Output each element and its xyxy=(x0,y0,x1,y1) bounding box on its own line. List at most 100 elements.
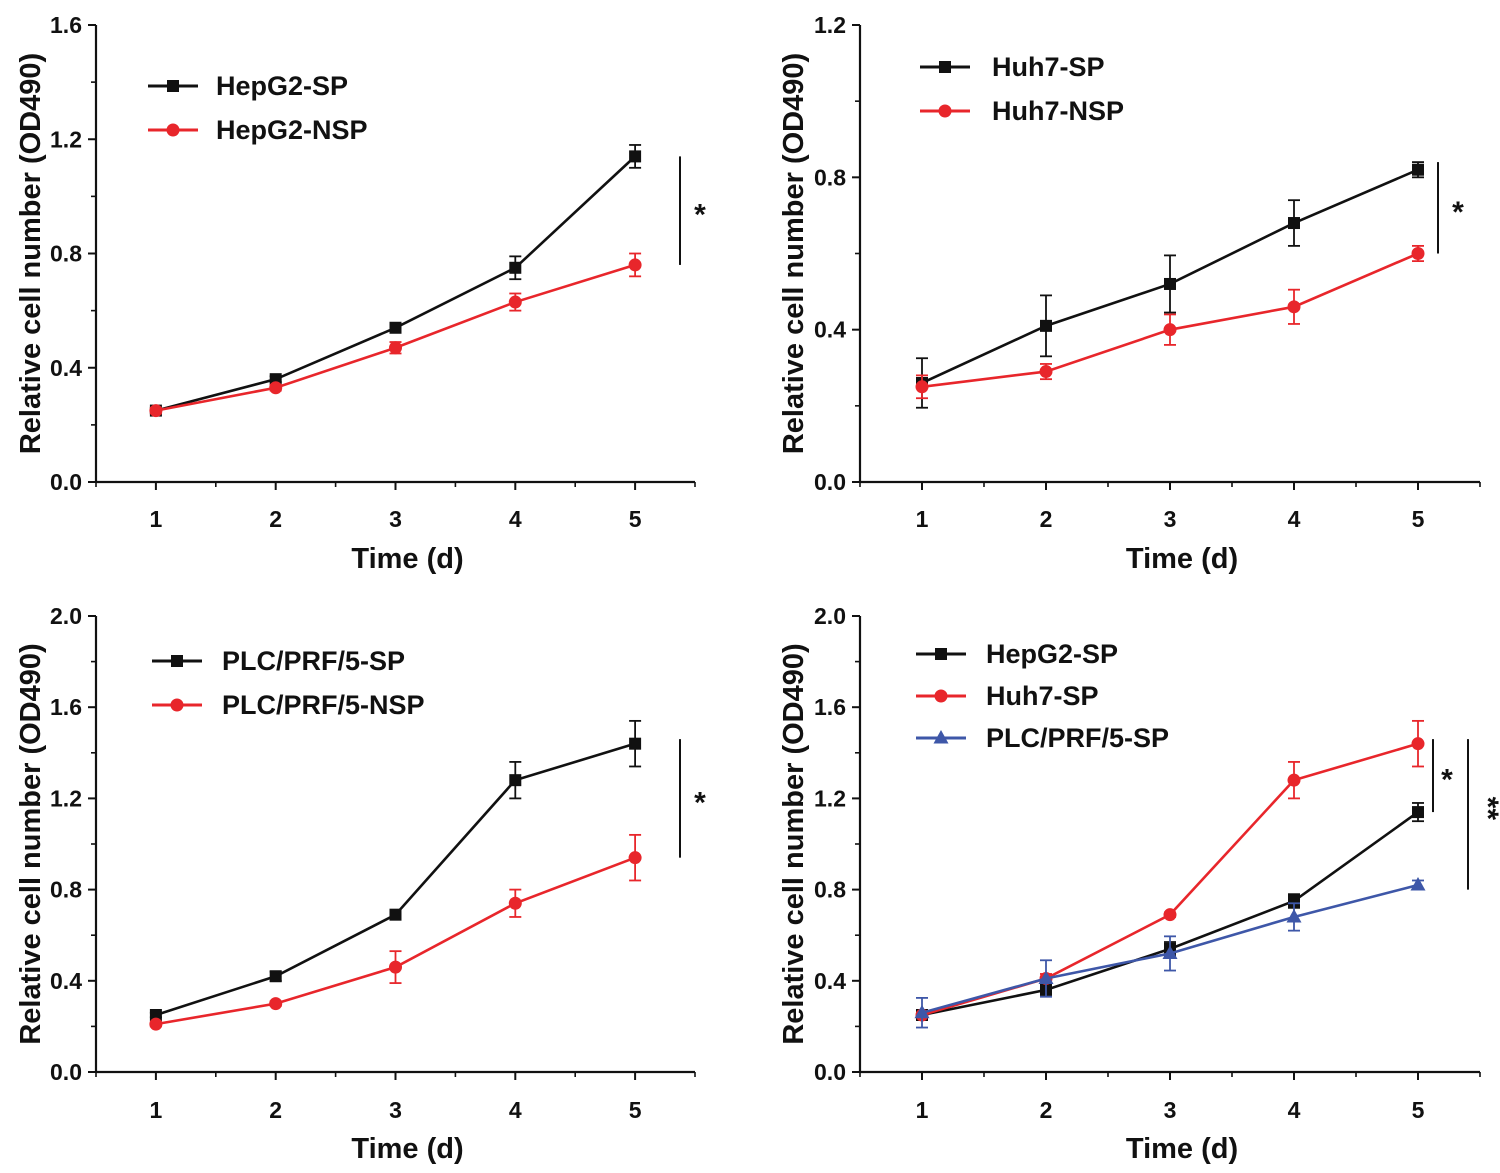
legend-label: HepG2-SP xyxy=(216,71,348,101)
data-point xyxy=(1411,247,1425,260)
x-tick-label: 1 xyxy=(150,1097,163,1123)
data-point xyxy=(508,295,522,309)
data-point xyxy=(629,737,642,750)
y-axis-title: Relative cell number (OD490) xyxy=(778,53,810,454)
data-point xyxy=(629,150,642,163)
data-point xyxy=(1040,319,1052,332)
chart-panel-huh7: 0.0 0.4 0.8 1.2 1 2 3 4 5 Time (d) Relative cell n… xyxy=(778,12,1481,575)
data-point xyxy=(915,380,929,394)
data-point xyxy=(1162,945,1178,959)
legend: HepG2-SP Huh7-SP PLC/PRF/5-SP xyxy=(916,639,1169,753)
legend: Huh7-SP Huh7-NSP xyxy=(920,52,1124,126)
x-tick-label: 5 xyxy=(1412,1097,1425,1123)
y-tick-label: 1.6 xyxy=(50,694,82,720)
data-point xyxy=(509,261,522,274)
series-PLC/PRF/5-NSP xyxy=(149,833,642,1031)
data-point xyxy=(509,774,522,787)
series-line xyxy=(155,263,636,412)
legend: PLC/PRF/5-SP PLC/PRF/5-NSP xyxy=(152,646,425,720)
y-tick-label: 0.0 xyxy=(50,1059,82,1085)
data-point xyxy=(628,258,642,272)
y-tick-label: 0.4 xyxy=(50,968,82,994)
data-point xyxy=(149,1017,163,1031)
series-Huh7-SP xyxy=(915,719,1425,1022)
data-point xyxy=(1288,217,1300,230)
legend-label: PLC/PRF/5-SP xyxy=(222,646,405,676)
data-point xyxy=(389,341,402,355)
data-point xyxy=(1287,300,1301,314)
y-tick-label: 1.6 xyxy=(814,694,846,720)
x-tick-label: 3 xyxy=(1164,506,1177,532)
data-point xyxy=(1038,970,1054,985)
significance-label: * xyxy=(694,199,706,232)
y-axis-title: Relative cell number (OD490) xyxy=(778,643,810,1044)
legend-marker xyxy=(166,123,180,137)
x-tick-label: 2 xyxy=(269,506,282,532)
data-point xyxy=(1164,277,1176,290)
legend-label: HepG2-SP xyxy=(986,639,1118,669)
x-tick-label: 5 xyxy=(1412,506,1425,532)
legend-marker xyxy=(171,655,183,667)
x-axis-title: Time (d) xyxy=(351,1133,463,1165)
legend-marker xyxy=(935,648,947,660)
significance-label: ** xyxy=(1471,797,1500,821)
y-tick-label: 1.6 xyxy=(50,12,82,38)
legend-label: Huh7-NSP xyxy=(992,96,1124,126)
y-tick-label: 0.4 xyxy=(814,317,846,343)
data-point xyxy=(628,851,642,865)
x-tick-label: 4 xyxy=(1288,506,1301,532)
x-tick-label: 1 xyxy=(916,506,929,532)
y-tick-label: 0.4 xyxy=(814,968,846,994)
y-tick-label: 1.2 xyxy=(814,12,846,38)
x-axis-title: Time (d) xyxy=(1126,543,1238,575)
series-HepG2-NSP xyxy=(149,252,642,418)
data-point xyxy=(389,321,402,334)
y-axis-title: Relative cell number (OD490) xyxy=(15,53,47,454)
data-point xyxy=(1286,908,1302,923)
legend-label: PLC/PRF/5-NSP xyxy=(222,690,425,720)
y-tick-label: 1.2 xyxy=(50,785,82,811)
y-axis-title: Relative cell number (OD490) xyxy=(15,643,47,1044)
legend-marker xyxy=(933,730,949,744)
data-point xyxy=(914,1004,930,1019)
data-point xyxy=(1410,877,1426,891)
legend-label: HepG2-NSP xyxy=(216,115,368,145)
data-point xyxy=(508,896,522,910)
x-tick-label: 5 xyxy=(629,506,642,532)
data-point xyxy=(269,997,283,1011)
data-point xyxy=(1163,323,1177,337)
series-line xyxy=(921,742,1419,1017)
significance-label: * xyxy=(694,786,706,819)
data-point xyxy=(149,1009,162,1021)
series-HepG2-SP xyxy=(149,144,642,417)
series-PLC/PRF/5-SP xyxy=(914,877,1426,1029)
x-tick-label: 3 xyxy=(389,506,402,532)
legend-marker xyxy=(167,80,179,92)
y-tick-label: 0.8 xyxy=(814,164,846,190)
y-tick-label: 0.0 xyxy=(814,1059,846,1085)
y-tick-label: 0.8 xyxy=(814,877,846,903)
x-tick-label: 2 xyxy=(1040,506,1053,532)
x-tick-label: 4 xyxy=(1288,1097,1301,1123)
x-tick-label: 2 xyxy=(1040,1097,1053,1123)
x-tick-label: 3 xyxy=(1164,1097,1177,1123)
legend: HepG2-SP HepG2-NSP xyxy=(148,71,368,145)
legend-marker xyxy=(934,689,948,703)
legend-label: Huh7-SP xyxy=(986,681,1099,711)
legend-label: Huh7-SP xyxy=(992,52,1105,82)
series-line xyxy=(155,155,636,412)
y-tick-label: 1.2 xyxy=(814,785,846,811)
legend-label: PLC/PRF/5-SP xyxy=(986,723,1169,753)
chart-panel-plc: 0.0 0.4 0.8 1.2 1.6 2.0 1 2 3 4 5 Time (d) Relative … xyxy=(15,603,706,1165)
y-tick-label: 1.2 xyxy=(50,126,82,152)
y-tick-label: 2.0 xyxy=(50,603,82,629)
y-tick-label: 0.4 xyxy=(50,355,82,381)
x-axis-title: Time (d) xyxy=(1126,1133,1238,1165)
x-tick-label: 4 xyxy=(509,506,522,532)
data-point xyxy=(1411,737,1425,751)
x-tick-label: 4 xyxy=(509,1097,522,1123)
x-tick-label: 1 xyxy=(150,506,163,532)
data-point xyxy=(1412,806,1424,819)
series-PLC/PRF/5-SP xyxy=(149,719,642,1021)
